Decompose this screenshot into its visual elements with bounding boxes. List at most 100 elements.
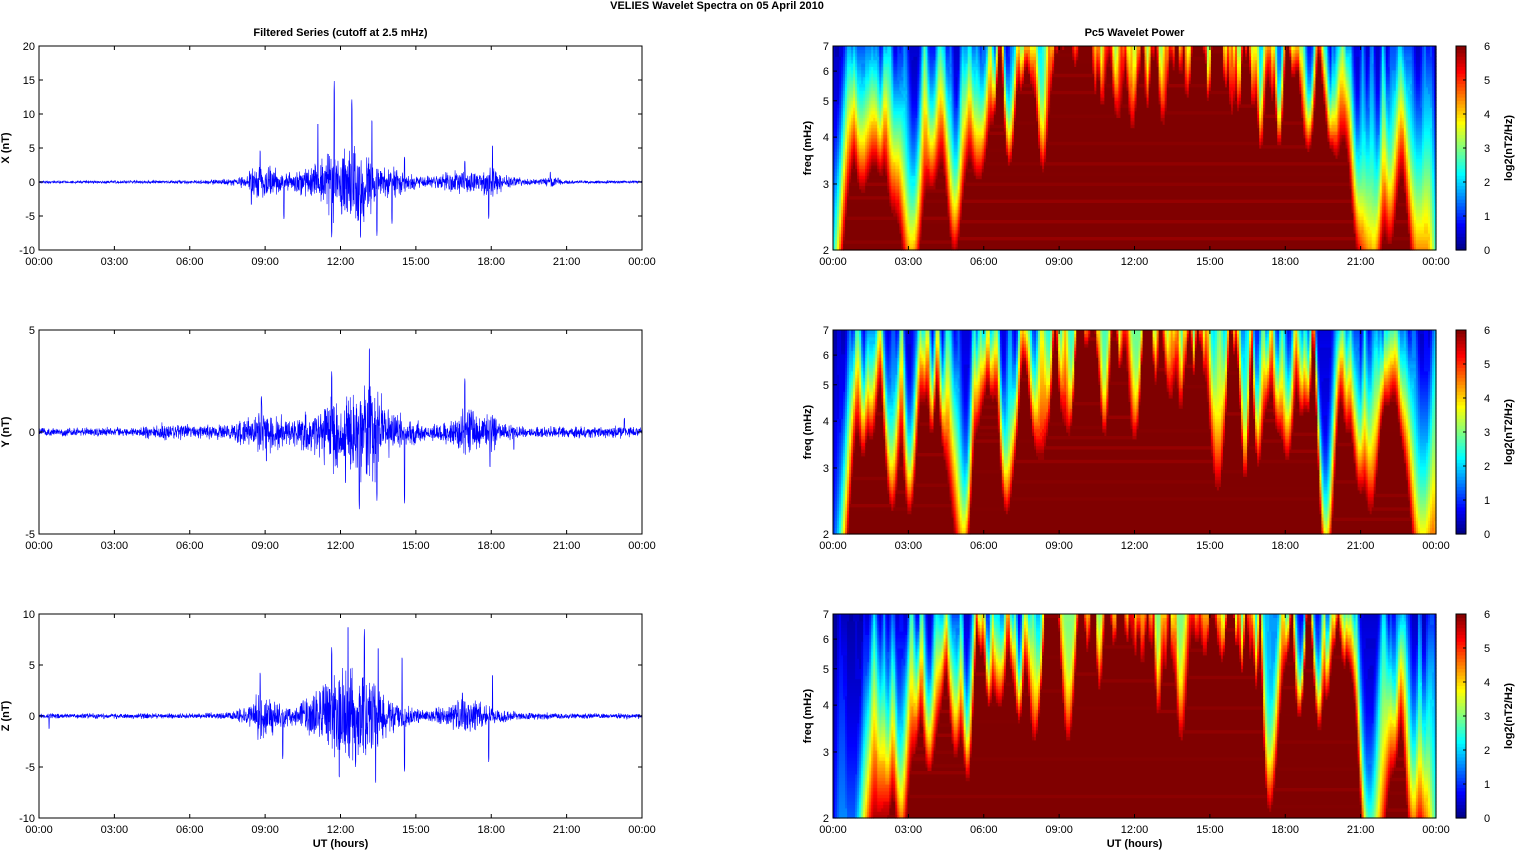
series-1-ytick-label: 15 xyxy=(23,75,35,87)
series-2-ytick-label: 5 xyxy=(29,325,35,337)
wavelet-1-cell xyxy=(966,179,1351,183)
wavelet-1-cell xyxy=(1366,196,1371,200)
series-2-xtick-label: 00:00 xyxy=(628,540,656,552)
series-3-ytick-label: 0 xyxy=(29,711,35,723)
figure-title: VELIES Wavelet Spectra on 05 April 2010 xyxy=(610,0,824,12)
series-1-xtick-label: 00:00 xyxy=(628,256,656,268)
wavelet-1-cell xyxy=(861,189,866,193)
series-1-xtick-label: 15:00 xyxy=(402,256,430,268)
wavelet-1-cell xyxy=(909,213,914,217)
wavelet-1-cell xyxy=(1416,230,1425,234)
series-1-ytick-label: 0 xyxy=(29,177,35,189)
wavelet-1-cell xyxy=(964,189,1353,193)
wavelet-1-cell xyxy=(1424,179,1431,183)
series-3-xtick-label: 15:00 xyxy=(402,824,430,836)
wavelet-1-cell xyxy=(895,189,900,193)
series-2-xtick-label: 00:00 xyxy=(25,540,53,552)
series-3-xtick-label: 09:00 xyxy=(251,824,279,836)
wavelet-1-cell xyxy=(1366,179,1375,183)
series-2-xtick-label: 12:00 xyxy=(327,540,355,552)
series-1-plot xyxy=(39,46,642,250)
wavelet-1-cell xyxy=(1388,189,1393,193)
series-1-xtick-label: 18:00 xyxy=(477,256,505,268)
wavelet-1-cell xyxy=(1358,179,1363,183)
wavelet-1-cell xyxy=(895,179,900,183)
wavelet-1-cell xyxy=(893,213,898,217)
wavelet-1-cell xyxy=(1392,240,1411,244)
series-2-ytick-label: 0 xyxy=(29,427,35,439)
wavelet-1-cell xyxy=(1400,179,1405,183)
wavelet-figure: VELIES Wavelet Spectra on 05 April 2010 … xyxy=(0,0,1518,851)
wavelet-1-cell xyxy=(1370,223,1375,227)
wavelet-1-cell xyxy=(847,206,892,210)
series-1-xtick-label: 12:00 xyxy=(327,256,355,268)
wavelet-1-cell xyxy=(845,230,900,234)
series-1-xtick-label: 09:00 xyxy=(251,256,279,268)
series-3-xtick-label: 18:00 xyxy=(477,824,505,836)
wavelet-1-cell xyxy=(1382,240,1389,244)
wavelet-1-cell xyxy=(1360,206,1365,210)
wavelet-1-cell xyxy=(921,223,950,227)
wavelet-1-cell xyxy=(847,213,894,217)
wavelet-1-cell xyxy=(909,179,916,183)
wavelet-1-cell xyxy=(845,223,900,227)
wavelet-1-cell xyxy=(891,206,896,210)
series-2-ylabel: Y (nT) xyxy=(0,416,12,447)
series-1-ytick-label: 10 xyxy=(23,109,35,121)
series-2-plot xyxy=(39,330,642,534)
series-1-xtick-label: 00:00 xyxy=(25,256,53,268)
wavelet-1-cell xyxy=(1366,189,1373,193)
wavelet-1-cell xyxy=(1416,206,1423,210)
series-3-xtick-label: 21:00 xyxy=(553,824,581,836)
series-1-xtick-label: 03:00 xyxy=(101,256,129,268)
wavelet-1-cell xyxy=(1388,223,1393,227)
wavelet-1-cell xyxy=(1358,189,1367,193)
series-3-plot xyxy=(39,614,642,818)
wavelet-1-cell xyxy=(1416,223,1425,227)
wavelet-1-cell xyxy=(925,196,948,200)
series-2-xtick-label: 09:00 xyxy=(251,540,279,552)
wavelet-1-cell xyxy=(891,196,896,200)
wavelet-1-cell xyxy=(895,196,900,200)
series-3-ytick-label: -5 xyxy=(25,762,35,774)
wavelet-1-cell xyxy=(960,230,1355,234)
wavelet-1-cell xyxy=(1388,179,1393,183)
series-3-xtick-label: 12:00 xyxy=(327,824,355,836)
series-1-ytick-label: 20 xyxy=(23,41,35,53)
series-3-ylabel: Z (nT) xyxy=(0,700,12,731)
wavelet-1-cell xyxy=(1416,240,1429,244)
wavelet-1-cell xyxy=(1416,196,1423,200)
wavelet-1-cell xyxy=(1360,230,1365,234)
wavelet-1-cell xyxy=(1374,196,1379,200)
wavelet-1-cell xyxy=(847,196,890,200)
wavelet-1-cell xyxy=(849,189,862,193)
series-3-xtick-label: 06:00 xyxy=(176,824,204,836)
series-1-ytick-label: 5 xyxy=(29,143,35,155)
series-3-xlabel: UT (hours) xyxy=(313,838,369,850)
wavelet-1-cell xyxy=(1388,196,1393,200)
wavelet-1-cell xyxy=(960,223,1355,227)
wavelet-1-cell xyxy=(843,240,902,244)
wavelet-1-cell xyxy=(1394,230,1409,234)
wavelet-1-cell xyxy=(929,179,934,183)
wavelet-1-cell xyxy=(1416,189,1423,193)
wavelet-1-cell xyxy=(1372,240,1377,244)
wavelet-1-cell xyxy=(936,179,947,183)
wavelet-1-cell xyxy=(867,179,888,183)
wavelet-1-cell xyxy=(1362,179,1367,183)
wavelet-1-cell xyxy=(909,223,914,227)
wavelet-1-cell xyxy=(1424,223,1429,227)
wavelet-1-cell xyxy=(1368,230,1373,234)
wavelet-1-cell xyxy=(1388,240,1393,244)
wavelet-1-cell xyxy=(865,189,888,193)
wavelet-1-cell xyxy=(1360,223,1365,227)
series-3-ytick-label: 10 xyxy=(23,609,35,621)
wavelet-1-cell xyxy=(1388,230,1393,234)
wavelet-1-cell xyxy=(1416,213,1423,217)
wavelet-1-cell xyxy=(1374,179,1379,183)
series-2-xtick-label: 21:00 xyxy=(553,540,581,552)
series-1-xtick-label: 06:00 xyxy=(176,256,204,268)
series-1-title: Filtered Series (cutoff at 2.5 mHz) xyxy=(253,27,428,39)
wavelet-1-cell xyxy=(1396,213,1409,217)
wavelet-1-cell xyxy=(962,213,1355,217)
